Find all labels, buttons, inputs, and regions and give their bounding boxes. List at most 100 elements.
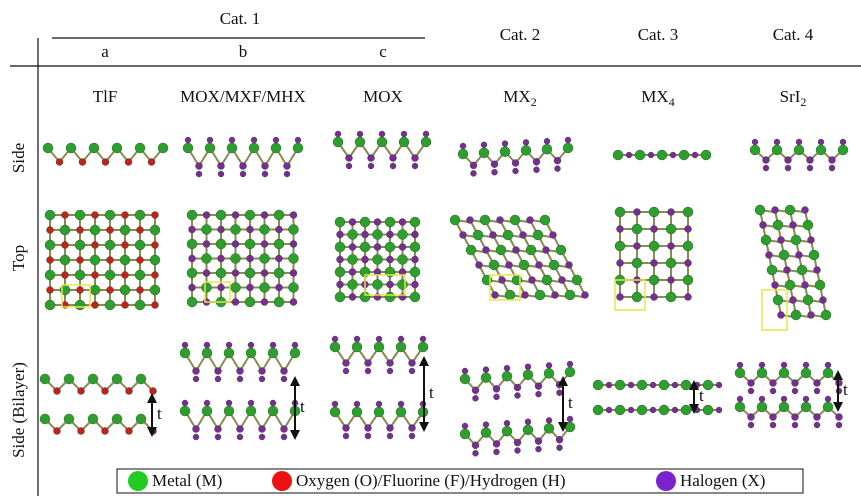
atom — [398, 230, 408, 240]
atom — [814, 388, 820, 394]
atom — [125, 159, 132, 166]
atom — [120, 255, 130, 265]
atom — [615, 241, 625, 251]
atom — [189, 226, 196, 233]
atom — [90, 225, 100, 235]
atom — [685, 226, 692, 233]
atom — [515, 393, 521, 399]
atom — [399, 137, 409, 147]
atom — [335, 267, 345, 277]
atom — [772, 145, 782, 155]
atom — [473, 230, 483, 240]
atom — [289, 225, 299, 235]
atom — [672, 407, 678, 413]
atom — [513, 247, 520, 254]
atom — [284, 163, 291, 170]
atom — [335, 131, 341, 137]
atom — [606, 382, 612, 388]
atom — [75, 300, 85, 310]
atom — [499, 277, 506, 284]
atom — [247, 226, 254, 233]
atom — [401, 131, 407, 137]
atom — [385, 242, 395, 252]
legend-label: Halogen (X) — [680, 471, 765, 490]
figure: Cat. 1 a b c Cat. 2 Cat. 3 Cat. 4 TlF MO… — [0, 0, 861, 496]
atom — [262, 171, 268, 177]
atom — [349, 294, 356, 301]
atom — [409, 368, 415, 374]
atom — [781, 396, 787, 402]
atom — [349, 244, 356, 251]
atom — [670, 152, 676, 158]
atom — [750, 145, 760, 155]
atom — [797, 265, 807, 275]
atom — [515, 448, 521, 454]
atom — [354, 336, 360, 342]
atom — [792, 422, 798, 428]
atom — [472, 442, 479, 449]
atom — [513, 168, 519, 174]
atom — [260, 283, 270, 293]
atom — [779, 402, 789, 412]
atom — [274, 210, 284, 220]
atom — [88, 414, 98, 424]
atom — [535, 383, 542, 390]
atom — [567, 416, 573, 422]
atom — [337, 231, 344, 238]
atom — [251, 137, 257, 143]
atom — [349, 269, 356, 276]
atom — [158, 143, 168, 153]
atom — [226, 342, 232, 348]
atom — [182, 400, 188, 406]
atom — [368, 163, 374, 169]
atom — [290, 348, 300, 358]
atom — [825, 396, 831, 402]
atom — [412, 163, 418, 169]
atom — [637, 405, 647, 415]
atom — [237, 368, 244, 375]
sub-label: a — [101, 42, 109, 61]
atom — [483, 422, 489, 428]
atom — [249, 143, 259, 153]
atom — [374, 244, 381, 251]
atom — [343, 425, 350, 432]
atom — [681, 405, 691, 415]
atom — [494, 394, 500, 400]
atom — [492, 292, 499, 299]
atom — [802, 207, 809, 214]
atom — [496, 245, 506, 255]
row-label: Side — [9, 143, 28, 173]
atom — [376, 336, 382, 342]
atom — [503, 230, 513, 240]
atom — [536, 446, 542, 452]
atom — [533, 230, 543, 240]
atom — [332, 336, 338, 342]
atom — [148, 159, 155, 166]
atom — [268, 406, 278, 416]
atom — [628, 382, 634, 388]
atom — [216, 239, 226, 249]
atom — [348, 255, 358, 265]
atom — [550, 232, 557, 239]
atom — [216, 268, 226, 278]
atom — [668, 277, 675, 284]
atom — [648, 152, 654, 158]
atom — [187, 210, 197, 220]
group-label: Cat. 2 — [500, 25, 541, 44]
atom — [823, 368, 833, 378]
atom — [467, 217, 474, 224]
atom — [816, 145, 826, 155]
atom — [565, 422, 575, 432]
atom — [396, 407, 406, 417]
atom — [540, 215, 550, 225]
atom — [544, 138, 550, 144]
atom — [803, 220, 813, 230]
atom — [122, 272, 129, 279]
atom — [231, 283, 241, 293]
atom — [626, 152, 632, 158]
atom — [784, 267, 791, 274]
atom — [525, 364, 531, 370]
atom — [90, 255, 100, 265]
atom — [716, 407, 722, 413]
atom — [398, 255, 408, 265]
